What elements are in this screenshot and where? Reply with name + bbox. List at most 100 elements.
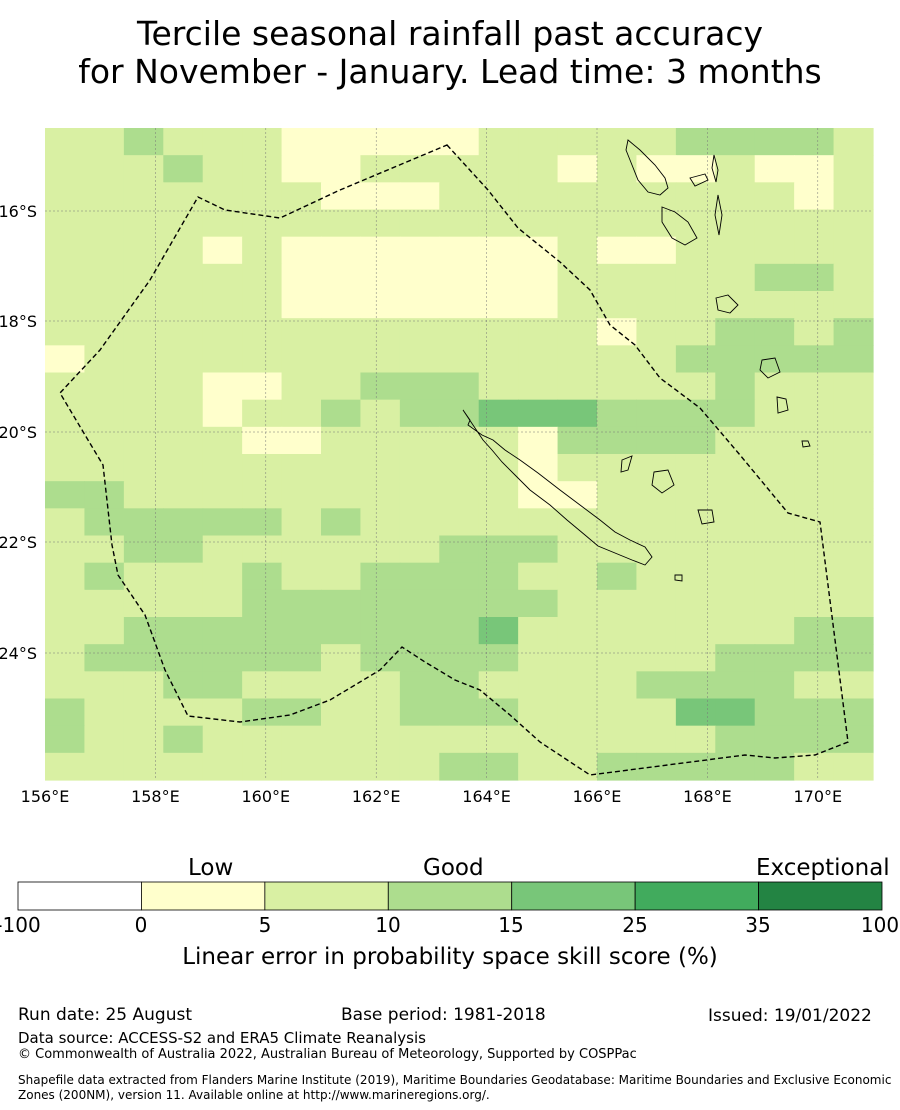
grid-cell <box>636 263 677 292</box>
grid-cell <box>794 345 835 374</box>
coastlines <box>462 139 811 582</box>
grid-cell <box>754 345 795 374</box>
grid-cell <box>794 752 835 781</box>
grid-cell <box>360 372 401 401</box>
grid-cell <box>123 725 164 754</box>
grid-cell <box>242 535 283 564</box>
grid-cell <box>833 155 874 183</box>
grid-cell <box>45 209 86 238</box>
grid-cell <box>715 481 756 509</box>
grid-cell <box>478 535 519 564</box>
grid-cell <box>794 372 835 401</box>
grid-cell <box>439 155 480 183</box>
grid-cell <box>478 671 519 700</box>
grid-cell <box>399 752 440 781</box>
grid-cell <box>321 372 362 401</box>
grid-cell <box>360 399 401 428</box>
grid-cell <box>321 318 362 346</box>
grid-cell <box>715 263 756 292</box>
grid-cell <box>281 671 322 700</box>
grid-cell <box>833 481 874 509</box>
grid-cell <box>399 589 440 618</box>
grid-cell <box>439 725 480 754</box>
grid-cell <box>715 508 756 537</box>
grid-cell <box>84 182 125 211</box>
grid-cell <box>45 318 86 346</box>
grid-cell <box>242 263 283 292</box>
grid-cell <box>833 617 874 645</box>
grid-cell <box>675 454 716 482</box>
eez-boundary-line <box>59 144 849 776</box>
grid-cell <box>123 562 164 591</box>
grid-cell <box>202 725 243 754</box>
lon-tick-label: 170°E <box>793 787 842 806</box>
grid-cell <box>45 671 86 700</box>
grid-cell <box>281 372 322 401</box>
grid-cell <box>163 698 204 727</box>
grid-cell <box>321 725 362 754</box>
colorbar-tick-label: -100 <box>0 913 41 937</box>
grid-cell <box>242 182 283 211</box>
grid-cell <box>597 318 638 346</box>
grid-cell <box>45 182 86 211</box>
colorbar-segment <box>758 881 883 911</box>
grid-cell <box>518 589 559 618</box>
grid-cell <box>478 752 519 781</box>
coastline-maewo <box>711 154 719 183</box>
grid-cell <box>557 589 598 618</box>
grid-cell <box>84 318 125 346</box>
grid-cell <box>439 481 480 509</box>
grid-cell <box>321 209 362 238</box>
grid-cell <box>754 535 795 564</box>
grid-cell <box>794 617 835 645</box>
grid-cell <box>45 155 86 183</box>
grid-cell <box>636 236 677 265</box>
grid-cell <box>202 589 243 618</box>
grid-cell <box>597 345 638 374</box>
grid-cell <box>794 291 835 319</box>
grid-cell <box>518 318 559 346</box>
lat-tick-label: 24°S <box>0 644 37 663</box>
grid-cell <box>360 263 401 292</box>
grid-cell <box>123 155 164 183</box>
grid-cell <box>399 318 440 346</box>
grid-cell <box>636 454 677 482</box>
grid-cell <box>360 291 401 319</box>
grid-cell <box>84 426 125 455</box>
grid-cell <box>360 481 401 509</box>
coastline-efate <box>715 294 739 314</box>
grid-cell <box>202 128 243 156</box>
grid-cell <box>518 617 559 645</box>
grid-cell <box>281 263 322 292</box>
grid-cell <box>794 508 835 537</box>
grid-cell <box>242 644 283 672</box>
grid-cell <box>794 155 835 183</box>
grid-cell <box>281 399 322 428</box>
grid-cell <box>281 481 322 509</box>
grid-cell <box>439 644 480 672</box>
grid-cell <box>45 508 86 537</box>
grid-cell <box>242 508 283 537</box>
colorbar-tick-label: 0 <box>134 913 148 937</box>
colorbar-segment <box>17 881 142 911</box>
grid-cell <box>399 372 440 401</box>
grid-cell <box>321 562 362 591</box>
grid-cell <box>321 752 362 781</box>
grid-cell <box>123 617 164 645</box>
grid-cell <box>399 671 440 700</box>
grid-cell <box>84 481 125 509</box>
grid-cell <box>399 698 440 727</box>
colorbar-tick-label: 35 <box>745 913 771 937</box>
grid-cell <box>399 209 440 238</box>
run-date: Run date: 25 August <box>18 1005 192 1025</box>
grid-cell <box>833 399 874 428</box>
grid-cell <box>242 372 283 401</box>
grid-cell <box>123 454 164 482</box>
grid-cell <box>715 128 756 156</box>
grid-cell <box>399 236 440 265</box>
grid-cell <box>84 454 125 482</box>
colorbar-tick-label: 10 <box>375 913 401 937</box>
grid-cell <box>636 209 677 238</box>
grid-cell <box>518 236 559 265</box>
grid-cell <box>754 209 795 238</box>
